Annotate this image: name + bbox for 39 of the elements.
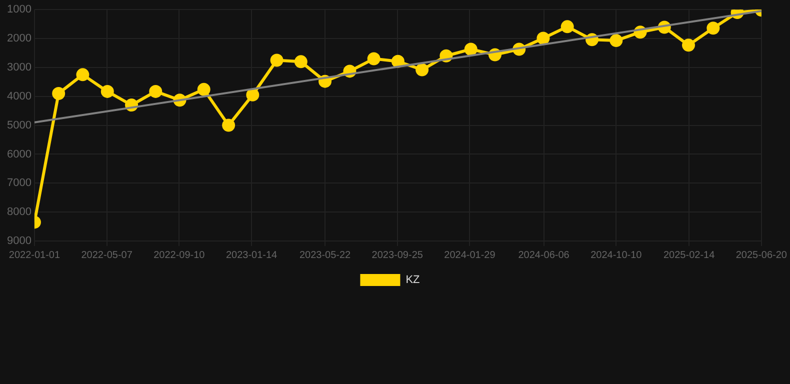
x-tick-label: 2023-01-14 [226,250,278,261]
x-tick-label: 2024-10-10 [590,250,642,261]
y-tick-label: 7000 [6,177,32,190]
x-tick-label: 2024-01-29 [444,250,496,261]
x-tick-label: 2025-02-14 [663,250,716,261]
point [76,68,90,82]
x-tick-label: 2023-05-22 [299,250,352,261]
point [682,38,695,52]
point [52,86,66,100]
point [416,63,429,76]
point [464,42,478,56]
point [222,118,236,132]
y-tick-label: 4000 [6,90,32,102]
point [100,84,114,98]
point [391,54,404,68]
x-tick-label: 2025-06-20 [736,250,788,261]
point [536,32,550,45]
y-tick-label: 2000 [6,32,32,45]
x-tick-label: 2022-09-10 [154,250,206,261]
x-tick-label: 2022-05-07 [81,250,133,261]
y-tick-label: 8000 [6,206,32,218]
point [246,88,260,102]
x-tick-label: 2024-06-06 [518,250,570,261]
y-tick-label: 5000 [6,119,32,132]
point [706,22,720,35]
legend-label: KZ [406,274,420,286]
y-tick-label: 9000 [6,235,32,248]
y-tick-label: 3000 [6,61,32,74]
point [294,55,308,68]
y-tick-label: 1000 [6,4,32,16]
x-tick-label: 2022-01-01 [8,250,60,261]
point [560,20,574,34]
x-tick-label: 2023-09-25 [372,250,424,261]
point [610,34,623,48]
point [197,82,210,96]
y-tick-label: 6000 [6,148,32,160]
point [270,54,284,67]
point [367,52,380,66]
point [149,84,162,98]
